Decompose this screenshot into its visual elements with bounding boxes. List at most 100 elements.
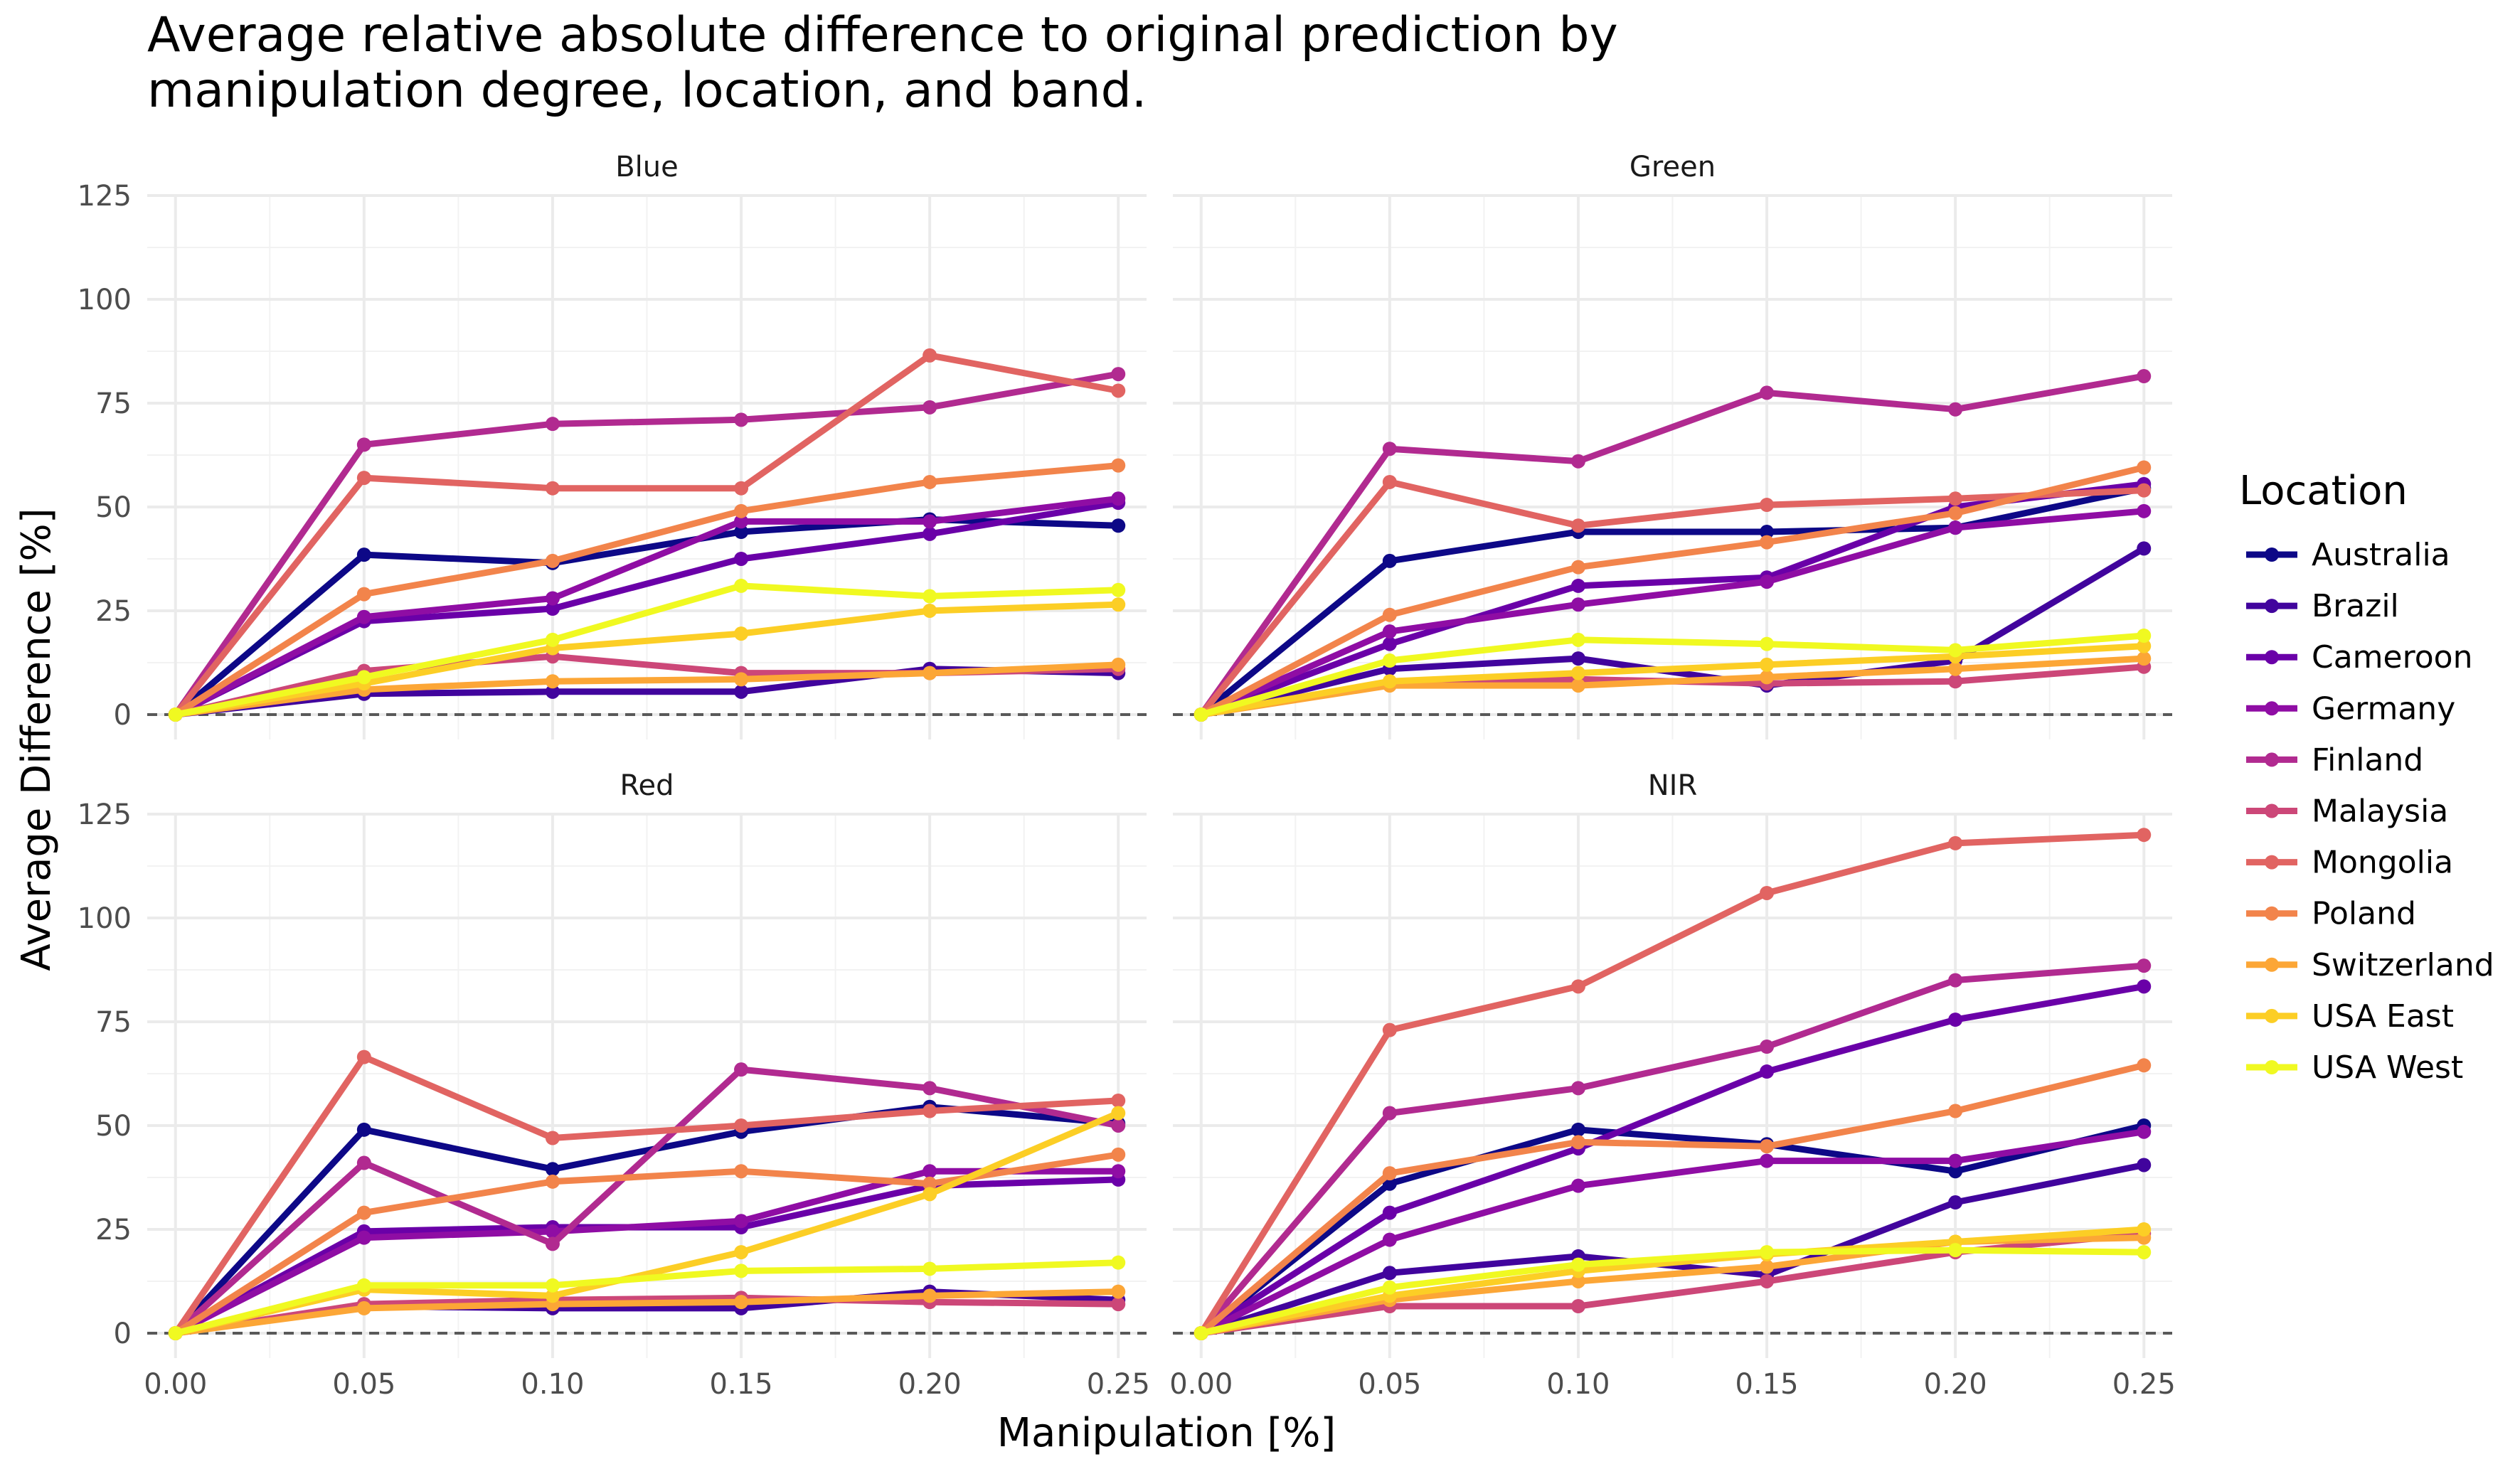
- y-tick-label: 125: [78, 798, 132, 831]
- data-point-usa-east: [1111, 597, 1126, 612]
- legend-item-mongolia: Mongolia: [2246, 845, 2453, 881]
- data-point-australia: [356, 1122, 371, 1137]
- legend-key-point: [2265, 803, 2279, 818]
- legend-key-point: [2265, 957, 2279, 972]
- data-point-australia: [545, 1162, 560, 1177]
- series-line-usa-west: [172, 1259, 1122, 1337]
- data-point-germany: [1382, 624, 1397, 639]
- data-point-switzerland: [1570, 678, 1585, 693]
- legend-title: Location: [2239, 468, 2408, 514]
- series-australia: [1193, 481, 2152, 722]
- data-point-germany: [2137, 1124, 2152, 1139]
- data-point-malaysia: [1760, 1273, 1775, 1288]
- data-point-switzerland: [356, 1300, 371, 1315]
- data-point-cameroon: [545, 602, 560, 616]
- x-tick-label: 0.20: [1924, 1368, 1987, 1401]
- legend-key-point: [2265, 650, 2279, 665]
- series-line-switzerland: [172, 1288, 1122, 1337]
- facet-panels: Blue 0 25 50 75 100 125 Green Red 0 25 50 75 100 125 0.…: [78, 151, 2176, 1401]
- data-point-mongolia: [545, 481, 560, 496]
- data-point-poland: [1760, 535, 1775, 550]
- data-point-finland: [1948, 402, 1963, 417]
- legend-label: Cameroon: [2312, 639, 2472, 675]
- data-point-poland: [545, 1174, 560, 1189]
- data-point-poland: [1111, 458, 1126, 473]
- legend-item-germany: Germany: [2246, 690, 2455, 727]
- data-point-germany: [1111, 1164, 1126, 1179]
- data-point-usa-west: [168, 707, 183, 722]
- data-point-switzerland: [923, 1288, 937, 1303]
- legend-item-malaysia: Malaysia: [2246, 794, 2448, 830]
- data-point-usa-east: [1570, 666, 1585, 680]
- data-point-mongolia: [1382, 1022, 1397, 1037]
- y-tick-label: 50: [95, 1110, 132, 1143]
- series-usa-west: [168, 1255, 1126, 1340]
- chart-title: Average relative absolute difference to …: [147, 7, 1618, 119]
- legend-key-point: [2265, 701, 2279, 716]
- data-point-usa-west: [923, 1261, 937, 1276]
- data-point-usa-west: [1570, 1257, 1585, 1272]
- legend-item-finland: Finland: [2246, 742, 2423, 778]
- data-point-poland: [1111, 1147, 1126, 1162]
- series-line-finland: [1198, 962, 2147, 1337]
- panel-nir: NIR 0.00 0.05 0.10 0.15 0.20 0.25: [1169, 769, 2176, 1401]
- legend-key-point: [2265, 1008, 2279, 1023]
- data-point-germany: [2137, 503, 2152, 518]
- data-point-mongolia: [545, 1131, 560, 1145]
- data-point-usa-west: [1760, 1245, 1775, 1260]
- legend-item-brazil: Brazil: [2246, 588, 2399, 624]
- data-point-poland: [1948, 1104, 1963, 1118]
- series-line-australia: [1198, 1122, 2147, 1337]
- y-tick-label: 75: [95, 388, 132, 420]
- legend-label: Poland: [2312, 896, 2416, 932]
- data-point-finland: [923, 400, 937, 415]
- data-point-usa-east: [545, 1288, 560, 1303]
- panel-strip-label-red: Red: [620, 769, 674, 802]
- series-line-usa-west: [1198, 1246, 2147, 1337]
- data-point-usa-west: [923, 589, 937, 604]
- data-point-australia: [1760, 525, 1775, 540]
- series-line-finland: [172, 370, 1122, 718]
- data-point-australia: [1948, 1164, 1963, 1179]
- data-point-usa-west: [168, 1325, 183, 1340]
- data-point-germany: [545, 1224, 560, 1239]
- series-usa-west: [168, 578, 1126, 722]
- panel-red: Red 0 25 50 75 100 125 0.00 0.05 0.10 0.15 0.20 0.25: [78, 769, 1150, 1401]
- data-point-brazil: [545, 684, 560, 699]
- x-tick-label: 0.00: [144, 1368, 207, 1401]
- data-point-brazil: [2137, 1158, 2152, 1172]
- legend-label: Mongolia: [2312, 845, 2453, 881]
- data-point-cameroon: [1570, 578, 1585, 593]
- data-point-australia: [1570, 1122, 1585, 1137]
- panel-green: Green: [1173, 151, 2172, 739]
- series-line-germany: [1198, 1128, 2147, 1337]
- y-tick-label: 50: [95, 491, 132, 524]
- series-germany: [168, 1164, 1126, 1340]
- data-point-mongolia: [1382, 474, 1397, 489]
- legend-label: Australia: [2312, 537, 2450, 573]
- data-point-switzerland: [2137, 651, 2152, 666]
- data-point-germany: [356, 1230, 371, 1245]
- data-point-finland: [545, 417, 560, 432]
- data-point-cameroon: [1948, 1013, 1963, 1027]
- data-point-poland: [734, 1164, 749, 1179]
- data-point-mongolia: [1570, 518, 1585, 533]
- data-point-finland: [1382, 1106, 1397, 1121]
- data-point-usa-west: [2137, 1245, 2152, 1260]
- panel-strip-label-blue: Blue: [615, 151, 679, 183]
- data-point-finland: [734, 412, 749, 427]
- series-line-mongolia: [1198, 831, 2147, 1337]
- series-line-finland: [172, 1066, 1122, 1337]
- data-point-mongolia: [2137, 828, 2152, 843]
- data-point-usa-west: [1382, 653, 1397, 668]
- x-tick-label: 0.05: [332, 1368, 395, 1401]
- data-point-finland: [1570, 1081, 1585, 1096]
- data-point-switzerland: [734, 672, 749, 687]
- x-tick-label: 0.20: [898, 1368, 962, 1401]
- data-point-usa-east: [923, 1187, 937, 1202]
- series-usa-west: [1193, 1243, 2152, 1340]
- series-line-australia: [1198, 485, 2147, 718]
- data-point-finland: [1948, 973, 1963, 988]
- data-point-mongolia: [1948, 835, 1963, 850]
